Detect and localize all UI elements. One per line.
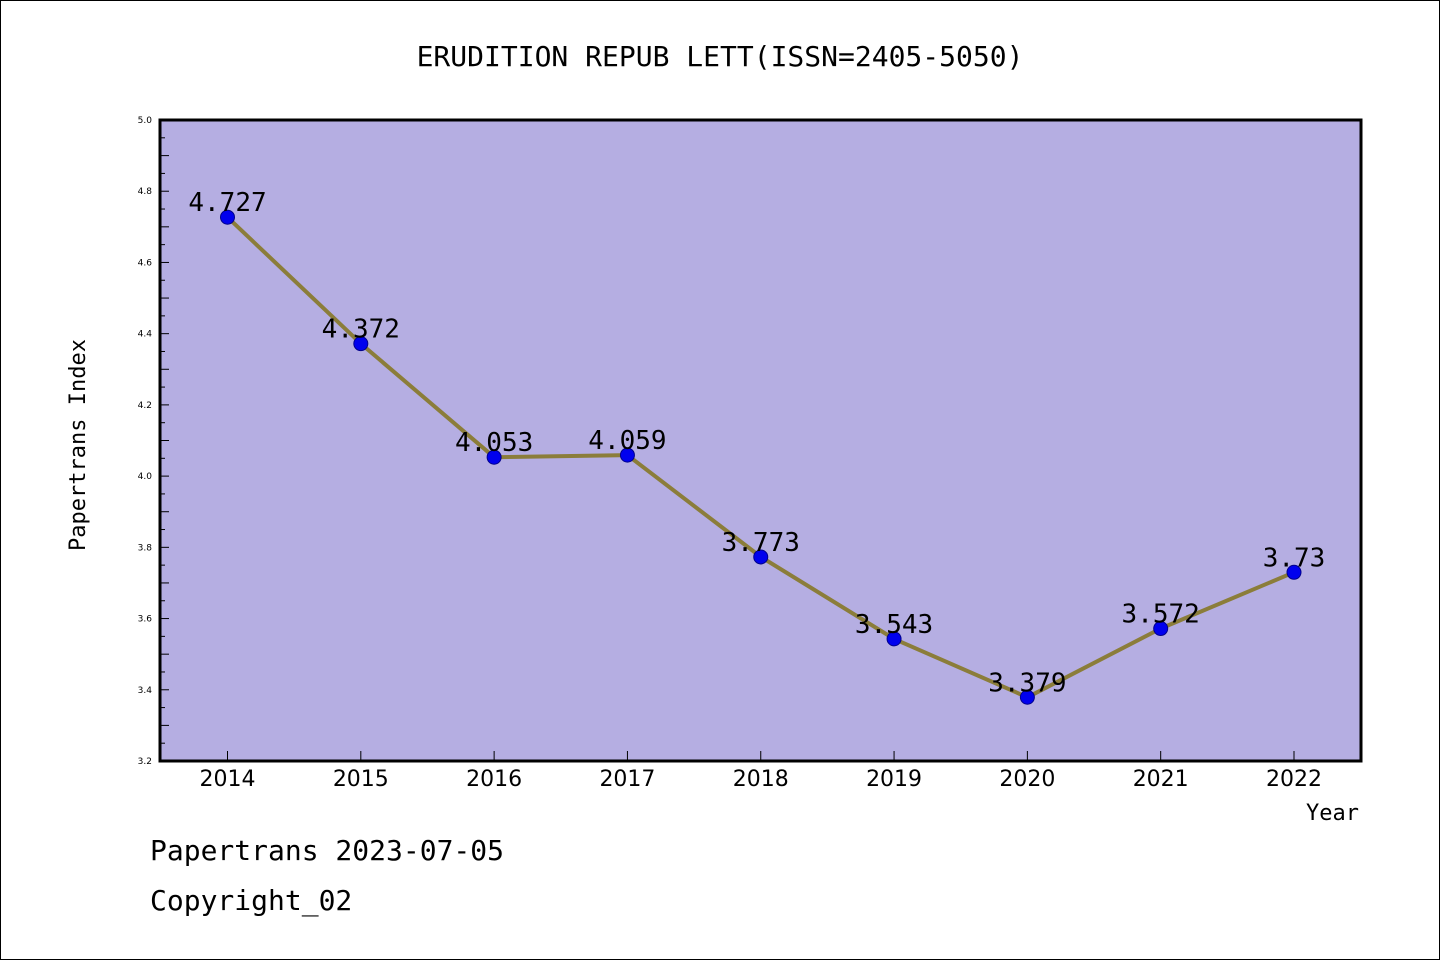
data-point-2022 [1286,564,1302,580]
x-tick-label: 2020 [999,767,1055,792]
x-tick-label: 2018 [733,767,789,792]
y-tick-label: 4.2 [138,401,152,411]
x-tick-label: 2019 [866,767,922,792]
y-tick-label: 4.4 [138,330,153,340]
y-tick-label: 3.4 [138,686,153,696]
x-tick-label: 2016 [466,767,522,792]
y-tick-label: 4.8 [138,187,153,197]
y-tick-label: 5.0 [138,116,153,126]
x-axis-label: Year [1306,801,1359,826]
data-label-2019: 3.543 [855,610,933,640]
data-point-2018 [753,549,769,565]
x-tick-label: 2022 [1266,767,1322,792]
y-tick-label: 4.6 [138,258,153,268]
data-point-2019 [886,631,902,647]
y-tick-label: 4.0 [138,472,153,482]
data-markers [220,209,1302,705]
data-labels: 4.727 4.372 4.053 4.059 3.773 3.543 3.379 3.572… [188,188,1325,698]
data-point-2017 [619,447,635,463]
plot-area [158,118,1363,763]
data-label-2018: 3.773 [722,528,800,558]
x-tick-label: 2017 [599,767,655,792]
x-tick-label: 2021 [1133,767,1189,792]
data-label-2022: 3.73 [1263,543,1326,573]
y-tick-label: 3.8 [138,543,153,553]
x-tick-label: 2015 [333,767,389,792]
data-point-2014 [220,209,235,225]
data-label-2020: 3.379 [988,668,1066,698]
data-point-2015 [353,336,369,352]
footer-copyright-line: Copyright_02 [150,884,353,917]
data-point-2020 [1019,689,1035,705]
y-axis: 3.2 3.4 3.6 3.8 4.0 4.2 4.4 4.6 4.8 5.0 [138,116,169,767]
data-label-2015: 4.372 [322,315,400,345]
data-label-2017: 4.059 [588,426,666,456]
data-label-2014: 4.727 [188,188,266,218]
x-axis: 2014 2015 2016 2017 2018 2019 2020 2021 2022 [200,751,1322,792]
data-point-2021 [1153,621,1169,637]
chart-title: ERUDITION REPUB LETT(ISSN=2405-5050) [417,40,1024,73]
y-tick-label: 3.2 [138,757,152,767]
y-axis-label: Papertrans Index [66,339,91,551]
y-tick-label: 3.6 [138,615,153,625]
data-point-2016 [486,449,502,465]
data-label-2021: 3.572 [1122,600,1200,630]
x-tick-label: 2014 [200,767,256,792]
data-label-2016: 4.053 [455,428,533,458]
footer-date-line: Papertrans 2023-07-05 [150,834,505,867]
